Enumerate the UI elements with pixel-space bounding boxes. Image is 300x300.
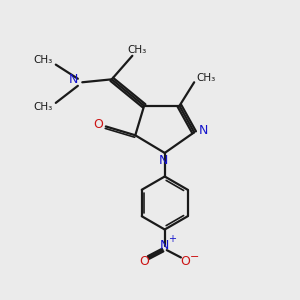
Text: N: N	[69, 73, 78, 86]
Text: CH₃: CH₃	[196, 73, 216, 83]
Text: CH₃: CH₃	[127, 45, 146, 55]
Text: +: +	[168, 234, 176, 244]
Text: O: O	[180, 255, 190, 268]
Text: N: N	[198, 124, 208, 137]
Text: N: N	[160, 239, 169, 252]
Text: −: −	[190, 253, 199, 262]
Text: N: N	[159, 154, 168, 167]
Text: CH₃: CH₃	[33, 102, 52, 112]
Text: O: O	[94, 118, 103, 131]
Text: O: O	[139, 255, 149, 268]
Text: CH₃: CH₃	[33, 55, 52, 65]
